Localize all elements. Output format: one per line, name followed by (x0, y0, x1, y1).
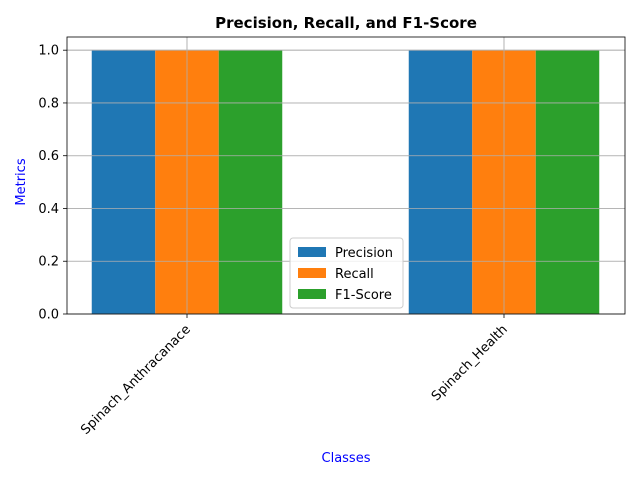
bar (218, 50, 283, 314)
legend-swatch (298, 289, 326, 299)
x-tick-label: Spinach_Health (429, 322, 511, 404)
bars-layer (67, 37, 625, 315)
legend-swatch (298, 247, 326, 257)
y-tick-label: 1.0 (38, 44, 59, 59)
bar (535, 50, 600, 314)
x-tick-label: Spinach_Anthracanace (78, 322, 194, 438)
y-tick-label: 0.0 (38, 308, 59, 323)
plot-frame (66, 36, 626, 315)
y-axis-label: Metrics (14, 158, 29, 205)
x-axis-label: Classes (322, 451, 371, 466)
y-tick-label: 0.8 (38, 96, 59, 111)
legend-swatch (298, 268, 326, 278)
y-tick-label: 0.6 (38, 149, 59, 164)
legend-label: Recall (335, 267, 374, 282)
legend-label: Precision (335, 246, 393, 261)
y-tick-label: 0.4 (38, 202, 59, 217)
legend-label: F1-Score (335, 288, 392, 303)
bar (91, 50, 156, 314)
legend: Precision Recall F1-Score (289, 237, 404, 309)
chart-title: Precision, Recall, and F1-Score (215, 14, 477, 32)
bar (408, 50, 473, 314)
y-tick-label: 0.2 (38, 255, 59, 270)
